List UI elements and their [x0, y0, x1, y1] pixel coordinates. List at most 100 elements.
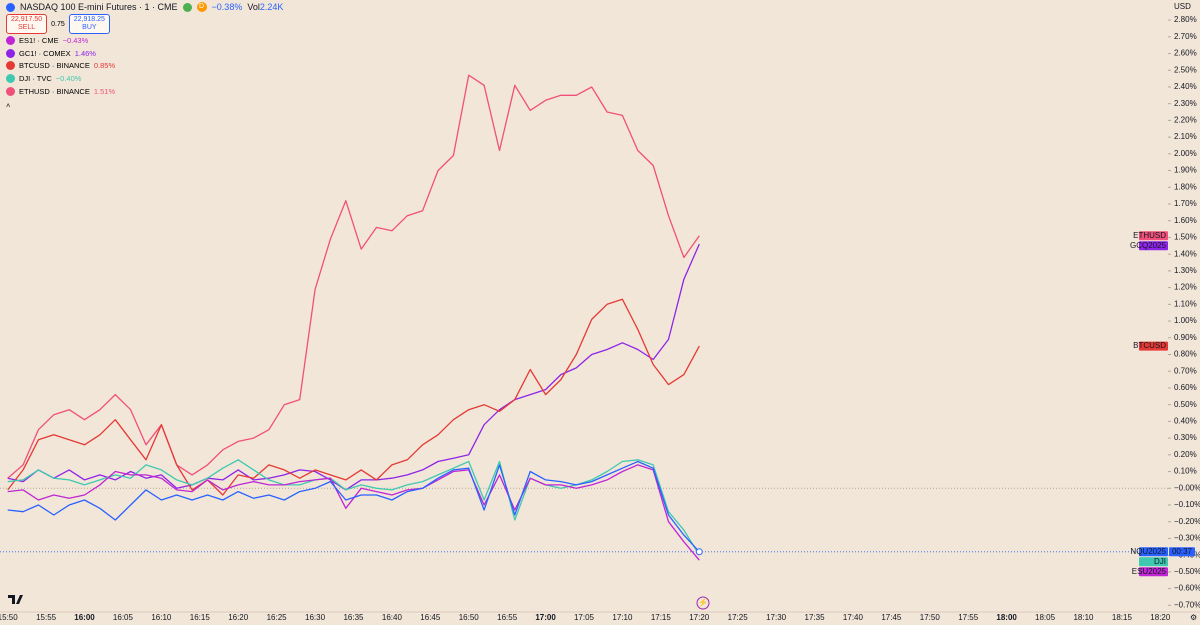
x-tick-label: 17:15	[651, 613, 672, 622]
legend-icon	[6, 61, 15, 71]
x-tick-label: 17:25	[728, 613, 749, 622]
y-tick-label: 1.90%	[1174, 166, 1197, 175]
legend-icon	[6, 86, 15, 96]
x-tick-label: 17:40	[843, 613, 864, 622]
x-tick-label: 16:25	[267, 613, 288, 622]
legend-row[interactable]: DJI · TVC −0.40%	[6, 74, 82, 84]
price-tag	[1139, 231, 1168, 241]
x-tick-label: 18:05	[1035, 613, 1056, 622]
y-tick-label: 0.80%	[1174, 350, 1197, 359]
series-line	[7, 459, 700, 556]
y-tick-label: 2.20%	[1174, 116, 1197, 125]
series-line	[7, 243, 700, 491]
x-tick-label: 17:05	[574, 613, 595, 622]
volume-value: 2.24K	[259, 2, 284, 12]
x-tick-label: 17:10	[612, 613, 633, 622]
legend-icon	[6, 48, 15, 58]
y-tick-label: 1.10%	[1174, 299, 1197, 308]
price-tag	[1139, 241, 1168, 251]
legend-name: ES1! · CME	[19, 36, 59, 45]
x-tick-label: 17:35	[805, 613, 826, 622]
y-tick-label: 1.40%	[1174, 249, 1197, 258]
y-tick-label: −0.20%	[1174, 517, 1200, 526]
buy-price: 22,918.25	[73, 16, 105, 23]
legend-change: 1.46%	[74, 48, 96, 58]
legend-change: −0.40%	[55, 74, 82, 84]
event-marker[interactable]	[696, 596, 710, 610]
price-tag	[1139, 341, 1168, 351]
y-tick-label: 2.00%	[1174, 149, 1197, 158]
last-point	[695, 548, 703, 556]
legend-icon	[6, 36, 15, 45]
y-tick-label: −0.70%	[1174, 600, 1200, 609]
y-tick-label: 0.10%	[1174, 467, 1197, 476]
sell-price: 22,917.50	[11, 16, 43, 23]
legend-row[interactable]: ES1! · CME −0.43%	[6, 36, 88, 45]
price-tag-label: NQU2025	[1130, 547, 1166, 556]
currency-label[interactable]: USD	[1174, 2, 1191, 11]
y-tick-label: 0.90%	[1174, 333, 1197, 342]
countdown-box	[1169, 547, 1195, 557]
spread: 0.75	[51, 20, 65, 28]
price-tag-label: ESU2025	[1132, 567, 1167, 576]
main-symbol[interactable]: NASDAQ 100 E-mini Futures · 1 · CME	[20, 2, 178, 12]
x-tick-label: 16:40	[382, 613, 403, 622]
buy-button[interactable]: 22,918.25 BUY	[68, 14, 110, 34]
y-tick-label: 0.20%	[1174, 450, 1197, 459]
price-tag-label: BTCUSD	[1133, 341, 1166, 350]
legend-change: 1.51%	[93, 86, 116, 96]
y-tick-label: 2.10%	[1174, 132, 1197, 141]
settings-icon[interactable]: ⚙	[1190, 613, 1197, 622]
x-tick-label: 16:45	[420, 613, 441, 622]
series-line	[7, 74, 700, 479]
y-tick-label: 1.80%	[1174, 182, 1197, 191]
x-tick-label: 18:10	[1073, 613, 1094, 622]
x-tick-label: 16:20	[228, 613, 249, 622]
main-change: −0.38%	[211, 2, 243, 12]
legend-row[interactable]: GC1! · COMEX 1.46%	[6, 48, 96, 58]
x-tick-label: 15:55	[36, 613, 57, 622]
x-tick-label: 16:50	[459, 613, 480, 622]
legend-icon	[6, 74, 15, 84]
y-tick-label: 2.40%	[1174, 82, 1197, 91]
x-tick-label: 16:00	[74, 613, 95, 622]
legend-row[interactable]: ETHUSD · BINANCE 1.51%	[6, 86, 116, 96]
x-tick-label: 16:10	[151, 613, 172, 622]
y-tick-label: 1.30%	[1174, 266, 1197, 275]
price-tag	[1139, 567, 1168, 577]
legend-change: 0.85%	[93, 61, 116, 71]
x-tick-label: 18:20	[1150, 613, 1171, 622]
x-tick-label: 17:00	[535, 613, 556, 622]
y-tick-label: 2.30%	[1174, 99, 1197, 108]
y-tick-label: 1.00%	[1174, 316, 1197, 325]
collapse-legend[interactable]: ˄	[6, 101, 11, 110]
legend-name: DJI · TVC	[19, 74, 52, 84]
trade-panel: 22,917.50 SELL 0.75 22,918.25 BUY	[6, 14, 110, 34]
legend-row[interactable]: BTCUSD · BINANCE 0.85%	[6, 61, 116, 71]
series-line	[7, 460, 700, 553]
y-tick-label: −0.30%	[1174, 534, 1200, 543]
price-tag-label: DJI	[1154, 557, 1166, 566]
x-tick-label: 17:50	[920, 613, 941, 622]
y-tick-label: 0.70%	[1174, 366, 1197, 375]
tv-logo	[8, 595, 23, 604]
y-tick-label: 1.50%	[1174, 233, 1197, 242]
y-tick-label: 0.60%	[1174, 383, 1197, 392]
series-line	[7, 464, 700, 561]
sell-button[interactable]: 22,917.50 SELL	[6, 14, 48, 34]
price-tag	[1139, 557, 1168, 567]
y-tick-label: −0.00%	[1174, 483, 1200, 492]
x-tick-label: 16:35	[343, 613, 364, 622]
status-dot	[182, 2, 192, 12]
y-tick-label: 2.80%	[1174, 15, 1197, 24]
main-header: NASDAQ 100 E-mini Futures · 1 · CME D −0…	[6, 2, 283, 12]
x-tick-label: 15:50	[0, 613, 18, 622]
event-icon: ⚡	[698, 597, 708, 607]
price-axis-panel	[1168, 0, 1200, 625]
y-tick-label: −0.60%	[1174, 584, 1200, 593]
x-tick-label: 18:00	[996, 613, 1017, 622]
x-tick-label: 17:20	[689, 613, 710, 622]
y-tick-label: −0.10%	[1174, 500, 1200, 509]
